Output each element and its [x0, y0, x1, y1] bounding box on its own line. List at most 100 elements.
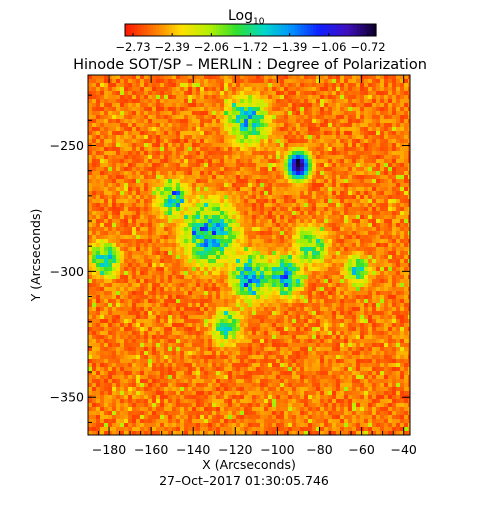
heatmap-cell — [216, 239, 220, 243]
heatmap-cell — [240, 115, 244, 119]
heatmap-cell — [272, 79, 276, 83]
heatmap-cell — [360, 147, 364, 151]
heatmap-cell — [176, 123, 180, 127]
heatmap-cell — [336, 147, 340, 151]
heatmap-cell — [192, 175, 196, 179]
heatmap-cell — [172, 155, 176, 159]
heatmap-cell — [316, 211, 320, 215]
heatmap-cell — [372, 83, 376, 87]
heatmap-cell — [180, 83, 184, 87]
heatmap-cell — [136, 83, 140, 87]
heatmap-cell — [212, 107, 216, 111]
heatmap-cell — [400, 267, 404, 271]
heatmap-cell — [232, 303, 236, 307]
heatmap-cell — [228, 295, 232, 299]
heatmap-cell — [376, 215, 380, 219]
heatmap-cell — [244, 99, 248, 103]
heatmap-cell — [160, 211, 164, 215]
heatmap-cell — [352, 187, 356, 191]
heatmap-cell — [244, 91, 248, 95]
heatmap-cell — [344, 311, 348, 315]
heatmap-cell — [396, 211, 400, 215]
heatmap-cell — [168, 107, 172, 111]
heatmap-cell — [184, 199, 188, 203]
heatmap-cell — [336, 239, 340, 243]
heatmap-cell — [400, 219, 404, 223]
heatmap-cell — [304, 303, 308, 307]
heatmap-cell — [168, 275, 172, 279]
heatmap-cell — [268, 239, 272, 243]
heatmap-cell — [168, 167, 172, 171]
heatmap-cell — [160, 83, 164, 87]
heatmap-cell — [320, 163, 324, 167]
heatmap-cell — [260, 103, 264, 107]
heatmap-cell — [152, 131, 156, 135]
heatmap-cell — [320, 243, 324, 247]
heatmap-cell — [164, 147, 168, 151]
heatmap-cell — [404, 167, 408, 171]
heatmap-cell — [192, 251, 196, 255]
colorbar-cell — [354, 24, 358, 36]
heatmap-cell — [124, 103, 128, 107]
heatmap-cell — [144, 91, 148, 95]
heatmap-cell — [336, 223, 340, 227]
heatmap-cell — [100, 231, 104, 235]
heatmap-cell — [308, 147, 312, 151]
heatmap-cell — [212, 227, 216, 231]
heatmap-cell — [248, 195, 252, 199]
heatmap-cell — [168, 211, 172, 215]
heatmap-cell — [228, 215, 232, 219]
heatmap-cell — [280, 203, 284, 207]
heatmap-cell — [384, 223, 388, 227]
heatmap-cell — [212, 223, 216, 227]
heatmap-cell — [332, 283, 336, 287]
heatmap-cell — [132, 91, 136, 95]
heatmap-cell — [376, 111, 380, 115]
heatmap-cell — [212, 135, 216, 139]
heatmap-cell — [92, 267, 96, 271]
heatmap-cell — [244, 111, 248, 115]
heatmap-cell — [380, 287, 384, 291]
heatmap-cell — [116, 107, 120, 111]
heatmap-cell — [188, 203, 192, 207]
heatmap-cell — [176, 87, 180, 91]
heatmap-cell — [312, 123, 316, 127]
heatmap-cell — [400, 307, 404, 311]
heatmap-cell — [312, 267, 316, 271]
heatmap-cell — [144, 103, 148, 107]
heatmap-cell — [340, 275, 344, 279]
heatmap-cell — [148, 227, 152, 231]
heatmap-cell — [400, 183, 404, 187]
heatmap-cell — [408, 123, 410, 127]
heatmap-cell — [192, 311, 196, 315]
heatmap-cell — [312, 111, 316, 115]
heatmap-cell — [204, 91, 208, 95]
heatmap-cell — [364, 295, 368, 299]
heatmap-cell — [144, 127, 148, 131]
heatmap-cell — [196, 91, 200, 95]
heatmap-cell — [300, 95, 304, 99]
heatmap-cell — [372, 291, 376, 295]
heatmap-cell — [316, 299, 320, 303]
heatmap-cell — [112, 75, 116, 79]
heatmap-cell — [132, 135, 136, 139]
heatmap-cell — [116, 211, 120, 215]
heatmap-cell — [124, 79, 128, 83]
heatmap-cell — [244, 103, 248, 107]
heatmap-cell — [132, 159, 136, 163]
heatmap-cell — [104, 271, 108, 275]
heatmap-cell — [368, 79, 372, 83]
heatmap-cell — [148, 75, 152, 79]
heatmap-cell — [204, 131, 208, 135]
heatmap-cell — [280, 207, 284, 211]
heatmap-cell — [248, 131, 252, 135]
heatmap-cell — [344, 219, 348, 223]
heatmap-cell — [264, 227, 268, 231]
heatmap-cell — [296, 191, 300, 195]
heatmap-cell — [280, 139, 284, 143]
heatmap-cell — [140, 75, 144, 79]
heatmap-cell — [360, 243, 364, 247]
heatmap-cell — [372, 219, 376, 223]
heatmap-cell — [320, 283, 324, 287]
heatmap-cell — [312, 203, 316, 207]
